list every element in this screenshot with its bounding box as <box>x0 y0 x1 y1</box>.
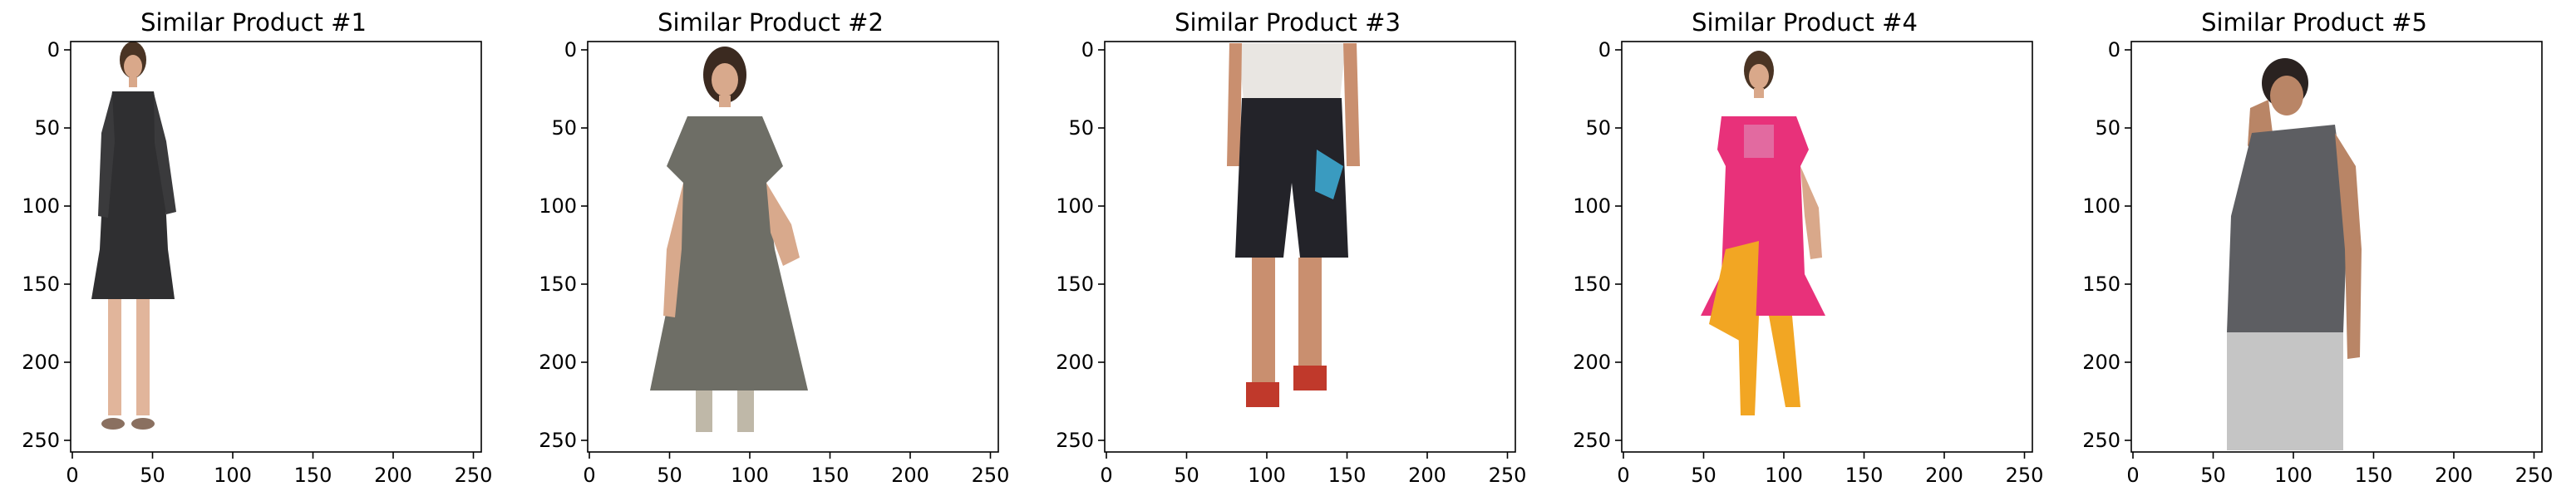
x-tick-label: 0 <box>1100 464 1112 487</box>
y-tick-label: 50 <box>551 116 577 140</box>
y-tick-label: 250 <box>1056 429 1094 452</box>
panel-title: Similar Product #2 <box>658 8 884 37</box>
panel-plot: 0 50 100 150 200 250 0 50 100 150 200 25… <box>1573 38 2044 487</box>
x-tick-label: 150 <box>1845 464 1884 487</box>
panel-title: Similar Product #5 <box>2201 8 2427 37</box>
y-tick-label: 50 <box>34 116 60 140</box>
panel-plot: 0 50 100 150 200 250 0 50 100 150 200 25… <box>2082 38 2554 487</box>
y-tick-label: 100 <box>539 194 577 218</box>
x-tick-label: 250 <box>2515 464 2554 487</box>
x-tick-label: 150 <box>2355 464 2393 487</box>
y-tick-label: 0 <box>564 38 577 61</box>
y-tick-label: 250 <box>539 429 577 452</box>
y-tick-label: 250 <box>1573 429 1611 452</box>
y-tick-label: 150 <box>1056 273 1094 296</box>
x-tick-label: 50 <box>1691 464 1717 487</box>
y-tick-label: 250 <box>22 429 60 452</box>
x-tick-label: 250 <box>455 464 493 487</box>
y-tick-label: 250 <box>2082 429 2120 452</box>
y-tick-label: 200 <box>539 351 577 374</box>
panel-plot: 0 50 100 150 200 250 0 50 100 150 200 25… <box>1056 38 1527 487</box>
x-tick-label: 150 <box>811 464 850 487</box>
x-tick-label: 200 <box>2435 464 2473 487</box>
x-tick-label: 50 <box>140 464 165 487</box>
panel-plot: 0 50 100 150 200 250 0 50 100 150 200 25… <box>539 38 1010 487</box>
y-tick-label: 0 <box>2108 38 2120 61</box>
x-tick-label: 200 <box>1925 464 1963 487</box>
woman-grey-kurta-icon <box>650 47 808 432</box>
product-panel-5: Similar Product #5 0 50 <box>2061 0 2576 501</box>
x-tick-label: 100 <box>1765 464 1803 487</box>
x-tick-label: 50 <box>1174 464 1199 487</box>
woman-pink-kurta-icon <box>1701 51 1825 415</box>
x-tick-label: 0 <box>1617 464 1629 487</box>
y-tick-label: 0 <box>1598 38 1611 61</box>
y-tick-label: 200 <box>1573 351 1611 374</box>
y-tick-label: 100 <box>2082 194 2120 218</box>
panel-title: Similar Product #3 <box>1175 8 1401 37</box>
x-tick-label: 0 <box>66 464 78 487</box>
product-panel-1: Similar Product #1 <box>0 0 515 501</box>
panel-plot: 0 50 100 150 200 250 0 50 100 150 200 25… <box>22 38 493 487</box>
x-tick-label: 250 <box>1489 464 1527 487</box>
y-tick-label: 50 <box>1068 116 1094 140</box>
man-grey-tank-top-icon <box>2227 58 2362 450</box>
panel-title: Similar Product #1 <box>140 8 367 37</box>
y-tick-label: 150 <box>2082 273 2120 296</box>
x-tick-label: 200 <box>374 464 412 487</box>
panel-title: Similar Product #4 <box>1692 8 1918 37</box>
y-tick-label: 200 <box>1056 351 1094 374</box>
x-tick-label: 200 <box>891 464 929 487</box>
x-tick-label: 250 <box>972 464 1010 487</box>
x-tick-label: 150 <box>294 464 332 487</box>
y-tick-label: 50 <box>2095 116 2120 140</box>
product-panel-4: Similar Product #4 <box>1551 0 2066 501</box>
x-tick-label: 150 <box>1328 464 1367 487</box>
x-tick-label: 100 <box>1248 464 1286 487</box>
y-tick-label: 50 <box>1585 116 1611 140</box>
product-panel-2: Similar Product #2 0 <box>517 0 1032 501</box>
woman-black-dress-icon <box>91 42 176 430</box>
y-tick-label: 100 <box>22 194 60 218</box>
y-tick-label: 0 <box>1081 38 1094 61</box>
x-tick-label: 100 <box>2274 464 2312 487</box>
x-tick-label: 50 <box>657 464 682 487</box>
x-tick-label: 0 <box>583 464 595 487</box>
x-tick-label: 100 <box>731 464 769 487</box>
x-tick-label: 50 <box>2200 464 2226 487</box>
x-tick-label: 100 <box>214 464 252 487</box>
y-tick-label: 150 <box>1573 273 1611 296</box>
man-black-shorts-icon <box>1227 43 1360 407</box>
y-tick-label: 0 <box>47 38 60 61</box>
y-tick-label: 150 <box>22 273 60 296</box>
y-tick-label: 200 <box>22 351 60 374</box>
x-tick-label: 200 <box>1408 464 1446 487</box>
x-tick-label: 250 <box>2006 464 2044 487</box>
y-tick-label: 200 <box>2082 351 2120 374</box>
product-panel-3: Similar Product #3 <box>1034 0 1549 501</box>
y-tick-label: 100 <box>1056 194 1094 218</box>
x-tick-label: 0 <box>2126 464 2139 487</box>
y-tick-label: 100 <box>1573 194 1611 218</box>
y-tick-label: 150 <box>539 273 577 296</box>
